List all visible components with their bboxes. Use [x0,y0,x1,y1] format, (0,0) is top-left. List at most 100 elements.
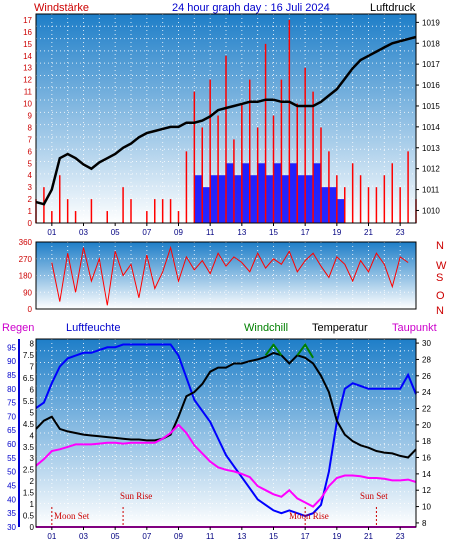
bottom-ytick-humidity-40: 40 [7,495,16,504]
top-panel-frame [35,13,417,224]
wind-gust-bar-9 [265,175,274,223]
wind-gust-bar-18 [336,199,345,223]
top-ytick-left-16: 16 [23,28,32,37]
top-xtick-label-19: 19 [332,228,341,237]
wind-gust-bar-13 [297,175,306,223]
legend-temperature: Temperatur [312,322,368,334]
top-ytick-left-9: 9 [28,112,33,121]
windchill-line [264,342,314,359]
top-ytick-right-1012: 1012 [422,165,440,174]
bottom-ytick-rain-1: 1 [30,500,35,509]
legend-rain: Regen [2,322,34,334]
bottom-xtick-label-01: 01 [47,532,56,541]
top-ytick-left-15: 15 [23,40,32,49]
top-ytick-left-14: 14 [23,52,32,61]
top-xtick-label-15: 15 [269,228,278,237]
bottom-ytick-temp-16: 16 [422,454,431,463]
wind-gust-bar-11 [281,175,290,223]
top-ytick-left-1: 1 [28,207,33,216]
top-ytick-left-11: 11 [24,88,33,97]
bottom-ytick-temp-28: 28 [422,355,431,364]
top-ytick-left-8: 8 [28,123,33,132]
top-ytick-left-5: 5 [28,159,33,168]
legend-windchill: Windchill [244,322,288,334]
wind-gust-bar-4 [226,163,234,223]
middle-ytick-90: 90 [23,288,32,297]
top-ytick-left-13: 13 [23,64,32,73]
annotation-moon-set: Moon Set [54,511,90,521]
top-ytick-left-10: 10 [23,100,32,109]
bottom-xtick-label-09: 09 [174,532,183,541]
bottom-ytick-temp-24: 24 [422,388,431,397]
compass-label-north-bottom: N [436,305,444,317]
bottom-xtick-label-05: 05 [111,532,120,541]
annotation-moon-rise: Moon Rise [289,511,329,521]
middle-ytick-360: 360 [19,238,33,247]
top-xtick-label-01: 01 [47,228,56,237]
top-ytick-left-0: 0 [28,219,33,228]
bottom-ytick-rain-6.5: 6.5 [23,374,35,383]
wind-gust-bar-6 [241,163,250,223]
wind-gust-bar-15 [313,163,321,223]
bottom-ytick-humidity-85: 85 [7,371,16,380]
top-xtick-label-13: 13 [237,228,246,237]
bottom-xtick-label-03: 03 [79,532,88,541]
wind-gust-bar-12 [289,163,298,223]
top-ytick-left-7: 7 [28,135,33,144]
top-ytick-left-4: 4 [28,171,33,180]
wind-gust-bar-8 [257,163,266,223]
top-ytick-right-1010: 1010 [422,206,440,215]
bottom-ytick-temp-8: 8 [422,519,427,528]
bottom-ytick-temp-26: 26 [422,372,431,381]
middle-ytick-270: 270 [19,255,33,264]
top-xtick-label-05: 05 [111,228,120,237]
legend-dewpoint: Taupunkt [392,322,437,334]
bottom-ytick-humidity-75: 75 [7,399,16,408]
compass-label-east: O [436,290,445,302]
top-ytick-right-1014: 1014 [422,123,440,132]
bottom-ytick-humidity-70: 70 [7,412,16,421]
wind-gust-bar-17 [328,187,337,223]
bottom-ytick-rain-1.5: 1.5 [23,489,35,498]
annotation-sun-set: Sun Set [360,491,388,501]
wind-gust-bar-14 [305,175,314,223]
bottom-ytick-humidity-30: 30 [7,523,16,532]
wind-gust-bar-1 [202,187,211,223]
bottom-xtick-label-07: 07 [142,532,151,541]
bottom-ytick-humidity-45: 45 [7,482,16,491]
middle-panel-frame [35,241,417,310]
top-ytick-right-1015: 1015 [422,102,440,111]
wind-gust-bar-10 [273,163,282,223]
top-ytick-right-1017: 1017 [422,60,440,69]
top-ytick-right-1013: 1013 [422,144,440,153]
compass-label-south: S [436,272,443,284]
bottom-ytick-rain-3: 3 [30,454,35,463]
bottom-xtick-label-19: 19 [332,532,341,541]
bottom-ytick-humidity-80: 80 [7,385,16,394]
bottom-ytick-temp-22: 22 [422,404,431,413]
left-axis-title: Windstärke [34,2,89,14]
bottom-ytick-rain-6: 6 [30,385,35,394]
bottom-xtick-label-13: 13 [237,532,246,541]
top-ytick-left-3: 3 [28,183,33,192]
wind-gust-bar-0 [194,175,203,223]
bottom-ytick-humidity-60: 60 [7,440,16,449]
bottom-ytick-temp-14: 14 [422,470,431,479]
bottom-xtick-label-17: 17 [301,532,310,541]
bottom-ytick-humidity-95: 95 [7,343,16,352]
bottom-ytick-rain-3.5: 3.5 [23,443,35,452]
right-axis-title: Luftdruck [370,2,416,14]
bottom-ytick-humidity-65: 65 [7,426,16,435]
bottom-ytick-rain-4.5: 4.5 [23,420,35,429]
temperature-line [35,351,417,459]
compass-label-west: W [436,260,447,272]
bottom-ytick-temp-10: 10 [422,503,431,512]
top-xtick-label-11: 11 [206,228,215,237]
top-xtick-label-07: 07 [142,228,151,237]
bottom-xtick-label-21: 21 [364,532,373,541]
top-ytick-right-1019: 1019 [422,18,440,27]
top-xtick-label-21: 21 [364,228,373,237]
legend-humidity: Luftfeuchte [66,322,120,334]
